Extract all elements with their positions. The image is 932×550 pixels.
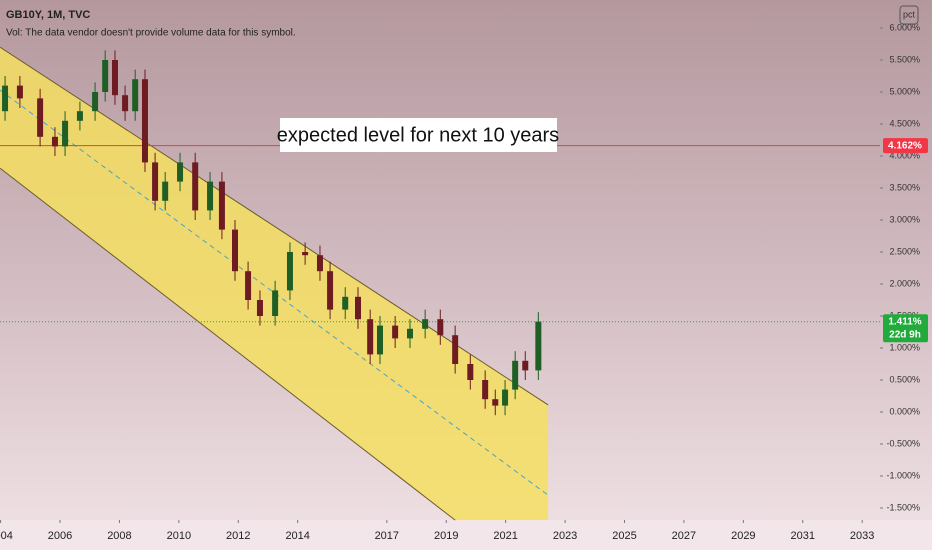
candle-body xyxy=(327,271,334,310)
y-tick-label: 4.500% xyxy=(889,118,920,128)
candle-body xyxy=(141,79,148,163)
candle-body xyxy=(162,181,169,201)
y-tick-label: -1.000% xyxy=(886,470,920,480)
annotation: expected level for next 10 years xyxy=(277,124,559,146)
y-tick-label: 2.000% xyxy=(889,278,920,288)
candle-body xyxy=(467,364,474,380)
candle-body xyxy=(406,328,413,339)
candle-body xyxy=(177,162,184,182)
candle-body xyxy=(132,79,139,112)
y-tick-label: 6.000% xyxy=(889,22,920,32)
y-tick-label: 1.000% xyxy=(889,342,920,352)
candle-body xyxy=(207,181,214,211)
y-tick-label: 5.500% xyxy=(889,54,920,64)
scale-button-label[interactable]: pct xyxy=(903,9,916,19)
candle-body xyxy=(492,399,499,406)
candle-body xyxy=(76,111,83,121)
candle-body xyxy=(302,252,309,256)
scale-button[interactable] xyxy=(899,5,919,25)
y-tick-label: 0.500% xyxy=(889,374,920,384)
candle-body xyxy=(232,229,239,272)
x-tick-label: 2021 xyxy=(493,530,517,542)
x-tick-label: 2014 xyxy=(285,530,309,542)
x-tick-label: 2012 xyxy=(226,530,250,542)
candle-body xyxy=(256,300,263,316)
price-label: 4.162% xyxy=(888,140,922,151)
symbol-title: GB10Y, 1M, TVC xyxy=(6,9,90,21)
volume-note: Vol: The data vendor doesn't provide vol… xyxy=(6,28,296,39)
candle-body xyxy=(422,319,429,329)
channel-lower xyxy=(0,167,456,521)
candle-body xyxy=(102,60,109,92)
candle-body xyxy=(122,95,129,112)
x-tick-label: 2006 xyxy=(48,530,72,542)
candle-body xyxy=(482,380,489,400)
y-tick-label: 3.500% xyxy=(889,182,920,192)
price-label-box xyxy=(883,138,928,154)
candle-body xyxy=(192,162,199,211)
candle-body xyxy=(16,85,23,99)
channel-fill xyxy=(0,47,549,521)
candle-body xyxy=(512,360,519,390)
x-tick-label: 2031 xyxy=(791,530,815,542)
candle-body xyxy=(245,271,252,300)
candle-body xyxy=(502,389,509,406)
candle-body xyxy=(452,335,459,364)
candle-body xyxy=(111,60,118,96)
candle-body xyxy=(342,296,349,310)
price-label-box xyxy=(883,314,928,343)
x-tick-label: 2017 xyxy=(375,530,399,542)
y-tick-label: -1.500% xyxy=(886,502,920,512)
candle-body xyxy=(522,360,529,371)
candle-body xyxy=(437,319,444,336)
candle-body xyxy=(376,325,383,355)
candle-body xyxy=(535,321,542,371)
candle-body xyxy=(92,92,99,112)
candle-body xyxy=(316,255,323,272)
y-tick-label: 0.000% xyxy=(889,406,920,416)
candle-body xyxy=(355,296,362,320)
candle-body xyxy=(272,290,279,316)
candle-body xyxy=(37,98,44,137)
y-tick-label: 5.000% xyxy=(889,86,920,96)
x-tick-label: 2029 xyxy=(731,530,755,542)
x-tick-label: 2019 xyxy=(434,530,458,542)
x-tick-label: 2023 xyxy=(553,530,577,542)
x-tick-label: 2008 xyxy=(107,530,131,542)
candle-body xyxy=(286,252,293,291)
price-label: 1.411% xyxy=(888,316,921,327)
candle-body xyxy=(2,85,9,112)
y-tick-label: 3.000% xyxy=(889,214,920,224)
y-tick-label: 4.000% xyxy=(889,150,920,160)
x-tick-label: 2027 xyxy=(672,530,696,542)
y-tick-label: -0.500% xyxy=(886,438,920,448)
candle-body xyxy=(367,319,374,355)
channel-middle xyxy=(0,89,549,496)
candle-body xyxy=(218,181,225,230)
x-tick-label: 2033 xyxy=(850,530,874,542)
x-axis-band xyxy=(0,520,932,550)
candle-body xyxy=(62,120,69,147)
candle-body xyxy=(392,325,399,339)
y-tick-label: 2.500% xyxy=(889,246,920,256)
annotation-box xyxy=(280,118,557,152)
countdown: 22d 9h xyxy=(889,329,921,340)
x-tick-label: 2025 xyxy=(612,530,636,542)
candle-body xyxy=(152,162,159,201)
x-tick-label: 2004 xyxy=(0,530,13,542)
candle-body xyxy=(51,136,58,147)
x-tick-label: 2010 xyxy=(167,530,191,542)
